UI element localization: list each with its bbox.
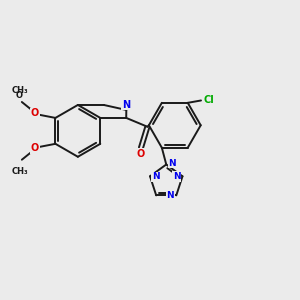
Text: O: O — [31, 109, 39, 118]
Text: N: N — [122, 100, 130, 110]
Text: O: O — [31, 143, 39, 153]
Text: N: N — [168, 158, 176, 167]
Text: O: O — [16, 91, 23, 100]
Text: O: O — [137, 149, 145, 159]
Text: N: N — [152, 172, 160, 182]
Text: CH₃: CH₃ — [11, 85, 28, 94]
Text: N: N — [167, 191, 174, 200]
Text: CH₃: CH₃ — [11, 167, 28, 176]
Text: Cl: Cl — [204, 95, 214, 106]
Text: N: N — [173, 172, 180, 181]
